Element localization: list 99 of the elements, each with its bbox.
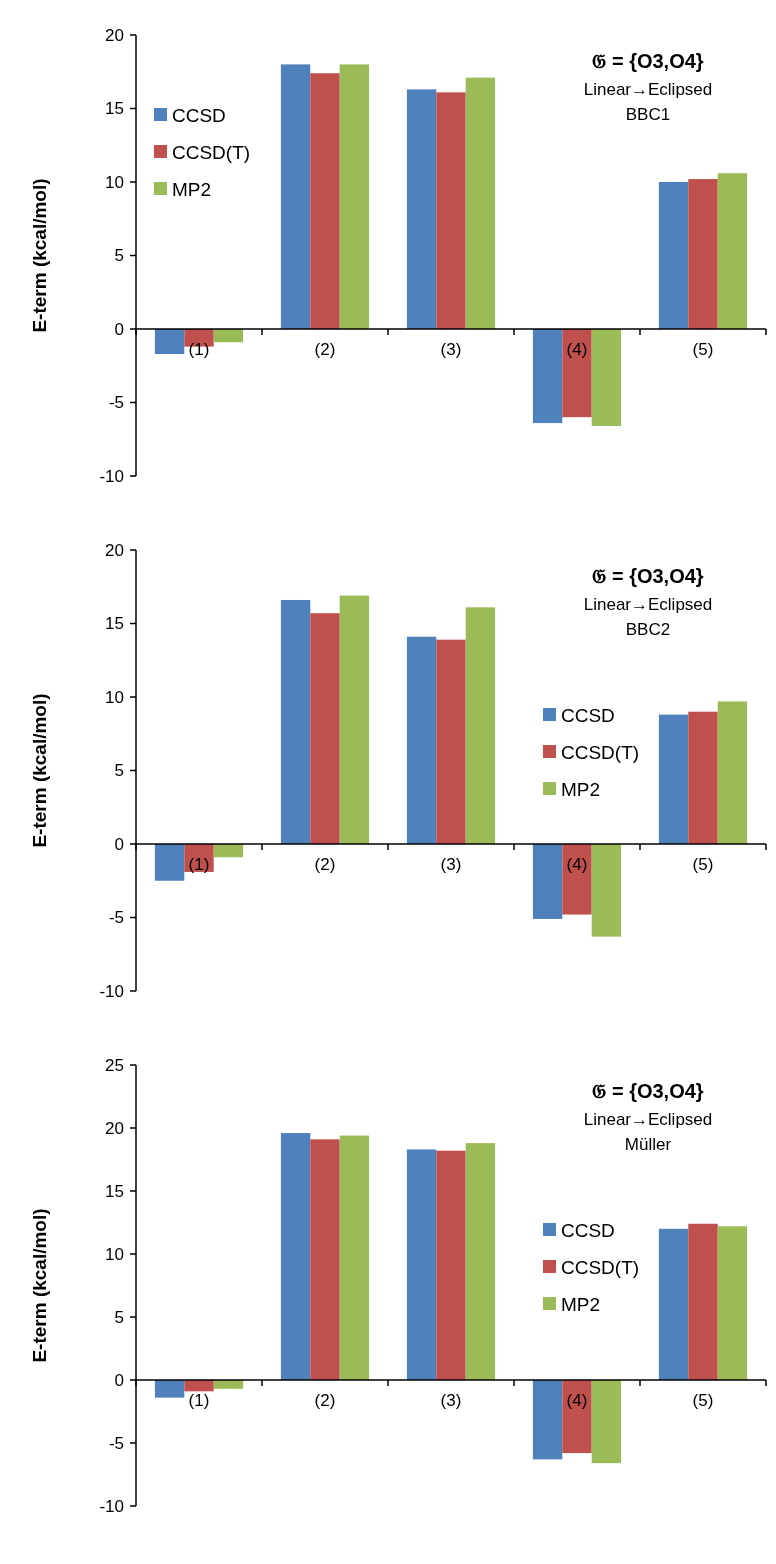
bar (532, 844, 563, 919)
y-tick-label: -5 (108, 1433, 124, 1453)
x-tick-label: (3) (440, 340, 462, 359)
x-tick-label: (5) (692, 855, 714, 874)
y-tick-label: 25 (105, 1055, 124, 1075)
bar (591, 329, 622, 427)
x-tick-label: (4) (566, 1391, 588, 1410)
y-tick-label: 15 (105, 1181, 124, 1201)
bar (310, 73, 340, 329)
annotation: Linear→Eclipsed (583, 1110, 713, 1129)
bar (717, 173, 748, 329)
y-tick-label: -5 (108, 393, 124, 413)
bar (591, 1380, 622, 1464)
x-tick-label: (1) (188, 855, 210, 874)
legend-label: MP2 (172, 178, 212, 200)
y-tick-label: 5 (114, 761, 124, 781)
y-tick-label: 0 (114, 1370, 124, 1390)
legend-label: CCSD(T) (172, 141, 251, 163)
legend-label: CCSD (561, 704, 615, 726)
bar (154, 1380, 185, 1398)
legend-label: CCSD(T) (561, 1256, 640, 1278)
x-tick-label: (5) (692, 1391, 714, 1410)
bar (717, 1226, 748, 1380)
bar (154, 844, 185, 881)
legend-label: CCSD (561, 1219, 615, 1241)
bar (436, 639, 466, 844)
y-tick-label: -10 (99, 1496, 124, 1516)
x-tick-label: (3) (440, 855, 462, 874)
annotation: Linear→Eclipsed (583, 595, 713, 614)
x-tick-label: (1) (188, 1391, 210, 1410)
bar (465, 77, 496, 329)
y-tick-label: 0 (114, 319, 124, 339)
y-tick-label: 15 (105, 99, 124, 119)
y-tick-label: -10 (99, 466, 124, 486)
bar (436, 1150, 466, 1380)
bar (184, 1380, 214, 1392)
bar (280, 599, 311, 844)
y-tick-label: 10 (105, 172, 124, 192)
bar (465, 1143, 496, 1380)
y-tick-label: 20 (105, 25, 124, 45)
annotation: BBC1 (625, 105, 671, 124)
legend-label: MP2 (561, 778, 601, 800)
annotation: Müller (624, 1135, 672, 1154)
annotation: Linear→Eclipsed (583, 80, 713, 99)
bar (562, 329, 592, 418)
bar (562, 1380, 592, 1454)
annotation: 𝔊 = {O3,O4} (592, 50, 704, 72)
bar (532, 1380, 563, 1460)
x-tick-label: (5) (692, 340, 714, 359)
y-tick-label: 20 (105, 1118, 124, 1138)
bar (339, 595, 370, 844)
x-tick-label: (4) (566, 855, 588, 874)
y-axis-title: E-term (kcal/mol) (29, 693, 50, 848)
y-tick-label: 5 (114, 1307, 124, 1327)
x-tick-label: (3) (440, 1391, 462, 1410)
bar (339, 1135, 370, 1380)
y-tick-label: 10 (105, 687, 124, 707)
bar (658, 182, 689, 329)
bar (406, 1149, 437, 1380)
annotation: 𝔊 = {O3,O4} (592, 565, 704, 587)
y-tick-label: 20 (105, 540, 124, 560)
y-tick-label: 15 (105, 614, 124, 634)
y-axis-title: E-term (kcal/mol) (29, 178, 50, 333)
bar (310, 1139, 340, 1380)
bar (532, 329, 563, 424)
bar (406, 636, 437, 844)
bar (717, 701, 748, 844)
bar (280, 1133, 311, 1380)
bar (406, 89, 437, 329)
bar (465, 607, 496, 844)
bar (688, 1223, 718, 1380)
bar (591, 844, 622, 937)
legend-label: CCSD (172, 104, 226, 126)
legend-label: MP2 (561, 1293, 601, 1315)
y-tick-label: -5 (108, 908, 124, 928)
bar (154, 329, 185, 354)
bar (688, 711, 718, 844)
bar (562, 844, 592, 915)
x-tick-label: (2) (314, 855, 336, 874)
y-tick-label: 0 (114, 834, 124, 854)
y-tick-label: 10 (105, 1244, 124, 1264)
annotation: 𝔊 = {O3,O4} (592, 1080, 704, 1102)
bar (310, 613, 340, 844)
x-tick-label: (1) (188, 340, 210, 359)
bar (339, 64, 370, 329)
x-tick-label: (2) (314, 1391, 336, 1410)
bar (658, 1228, 689, 1380)
bar (213, 1380, 244, 1389)
x-tick-label: (2) (314, 340, 336, 359)
legend-label: CCSD(T) (561, 741, 640, 763)
bar (658, 714, 689, 844)
annotation: BBC2 (625, 620, 671, 639)
bar (436, 92, 466, 329)
y-axis-title: E-term (kcal/mol) (29, 1208, 50, 1363)
bar (280, 64, 311, 329)
y-tick-label: -10 (99, 981, 124, 1001)
y-tick-label: 5 (114, 246, 124, 266)
bar (688, 179, 718, 329)
x-tick-label: (4) (566, 340, 588, 359)
